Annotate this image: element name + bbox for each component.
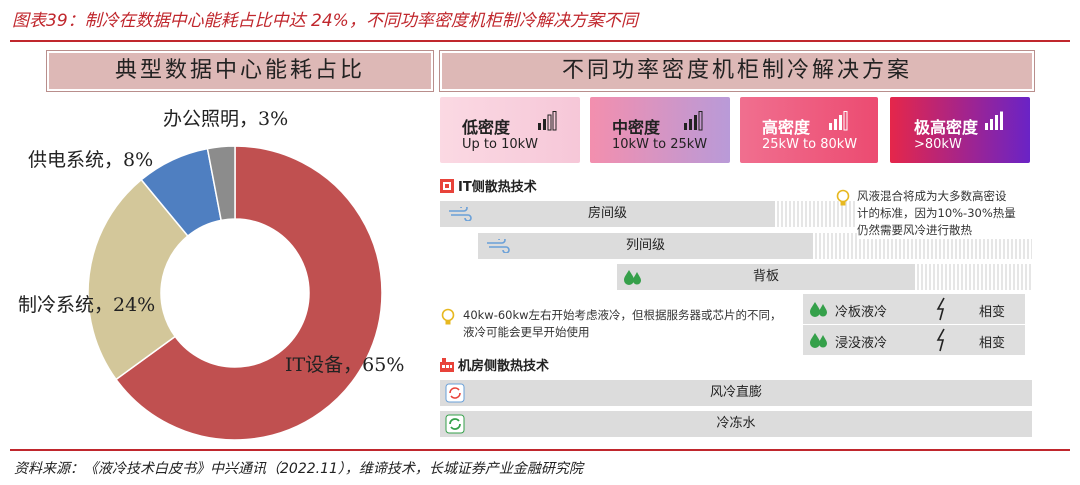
bar-chilled-water: 冷冻水 [440,411,1032,437]
note-line: 计的标准，因为10%-30%热量 [857,206,1016,220]
bar-label: 风冷直膨 [709,385,762,400]
lightning-icon [936,297,945,321]
room-section-heading: 机房侧散热技术 [440,355,549,374]
density-range: >80kW [914,137,962,152]
pill-label: 冷板液冷 [835,305,888,320]
slice-label-office-lighting: 办公照明，3% [163,108,289,130]
signal-bars-icon [538,111,557,131]
bar-label: 列间级 [625,238,665,253]
density-name: 中密度 [612,118,661,137]
lightning-icon [936,328,945,352]
pill-tag: 相变 [979,336,1006,351]
pill-immersion: 浸没液冷 相变 [803,325,1025,355]
airflow-icon [487,239,510,253]
bar-fade-rear-door [917,264,1032,290]
droplets-icon [624,270,641,285]
droplets-icon [810,333,827,348]
note-line: 风液混合将成为大多数高密设 [857,189,1007,203]
figure-title: 图表39：制冷在数据中心能耗占比中达 24%，不同功率密度机柜制冷解决方案不同 [12,11,638,31]
facility-icon [440,358,454,372]
cycle-icon [445,414,465,434]
slice-it-equipment [115,145,383,441]
density-card-low: 低密度 Up to 10kW [440,97,580,163]
bar-row-level: 列间级 [478,233,813,259]
top-rule [10,40,1070,42]
note-liquid-cooling: 40kw-60kw左右开始考虑液冷，但根据服务器或芯片的不同， 液冷可能会更早开… [463,307,803,341]
bar-dx-air-cooling: 风冷直膨 [440,380,1032,406]
density-name: 极高密度 [914,118,979,137]
note-hybrid-cooling: 风液混合将成为大多数高密设 计的标准，因为10%-30%热量 仍然需要风冷进行散… [857,188,1037,239]
pill-label: 浸没液冷 [835,336,888,351]
density-card-high: 高密度 25kW to 80kW [740,97,878,163]
room-section-title: 机房侧散热技术 [458,359,550,374]
note-line: 40kw-60kw左右开始考虑液冷，但根据服务器或芯片的不同， [463,308,782,322]
server-icon [440,179,454,193]
density-card-ultra-high: 极高密度 >80kW [890,97,1030,163]
note-line: 仍然需要风冷进行散热 [857,223,972,237]
lightbulb-icon [836,189,850,206]
droplets-icon [810,302,827,317]
it-section-title: IT侧散热技术 [458,180,537,195]
note-line: 液冷可能会更早开始使用 [463,325,590,339]
pill-cold-plate: 冷板液冷 相变 [803,294,1025,324]
bar-label: 房间级 [587,206,627,221]
density-name: 高密度 [762,118,811,137]
density-card-medium: 中密度 10kW to 25kW [590,97,730,163]
slice-label-power-supply: 供电系统，8% [28,149,154,171]
cycle-icon [445,383,465,403]
right-panel-title: 不同功率密度机柜制冷解决方案 [439,50,1035,92]
signal-bars-icon [684,111,703,131]
pill-tag: 相变 [979,305,1006,320]
bar-rear-door: 背板 [617,264,915,290]
density-name: 低密度 [462,118,511,137]
signal-bars-icon [829,111,848,131]
signal-bars-icon [985,111,1003,130]
slice-label-cooling: 制冷系统，24% [18,294,156,316]
bar-label: 背板 [752,269,779,284]
slice-office-lighting [206,145,236,222]
bottom-rule [10,449,1070,451]
left-panel-title: 典型数据中心能耗占比 [46,50,434,92]
donut-chart [87,145,383,441]
density-range: 25kW to 80kW [762,137,858,152]
bar-label: 冷冻水 [716,416,756,431]
slice-label-it-equipment: IT设备，65% [285,354,405,376]
slice-cooling [87,178,189,381]
it-section-heading: IT侧散热技术 [440,176,537,195]
bar-room-level: 房间级 [440,201,775,227]
density-range: Up to 10kW [462,137,539,152]
source-note: 资料来源：《液冷技术白皮书》中兴通讯（2022.11），维谛技术，长城证券产业金… [14,461,583,477]
airflow-icon [449,207,472,221]
lightbulb-icon [441,308,455,325]
density-range: 10kW to 25kW [612,137,708,152]
